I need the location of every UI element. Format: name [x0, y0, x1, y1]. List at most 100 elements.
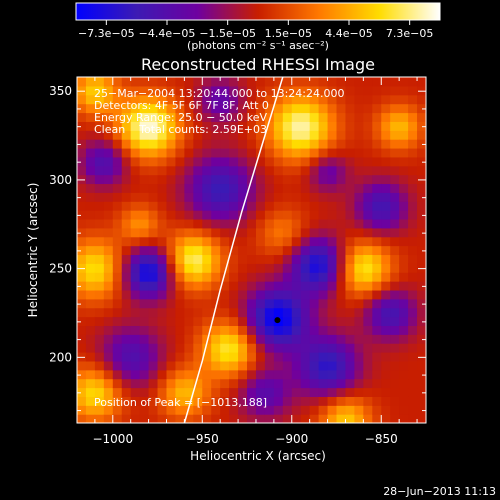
heatmap-cell	[300, 307, 311, 318]
heatmap-cell	[157, 121, 168, 131]
heatmap-cell	[363, 121, 373, 131]
heatmap-cell	[103, 165, 114, 176]
heatmap-cell	[372, 360, 382, 371]
heatmap-cell	[121, 316, 132, 327]
heatmap-cell	[363, 103, 373, 114]
heatmap-cell	[148, 307, 159, 318]
heatmap-cell	[193, 85, 203, 96]
heatmap-cell	[193, 254, 203, 264]
heatmap-cell	[130, 281, 141, 291]
heatmap-cell	[211, 147, 221, 158]
heatmap-cell	[238, 369, 248, 380]
heatmap-cell	[247, 165, 257, 176]
heatmap-cell	[184, 210, 194, 220]
heatmap-cell	[77, 245, 87, 256]
heatmap-cell	[318, 281, 329, 291]
heatmap-cell	[372, 103, 382, 114]
heatmap-cell	[238, 325, 248, 335]
heatmap-cell	[166, 121, 177, 131]
heatmap-cell	[112, 174, 123, 185]
heatmap-cell	[264, 112, 275, 122]
heatmap-cell	[336, 192, 347, 202]
heatmap-cell	[309, 272, 320, 282]
heatmap-cell	[103, 378, 114, 389]
heatmap-cell	[130, 165, 141, 176]
heatmap-cell	[166, 325, 177, 335]
heatmap-cell	[94, 139, 105, 149]
heatmap-cell	[363, 263, 373, 273]
heatmap-cell	[202, 201, 212, 211]
heatmap-cell	[175, 378, 185, 389]
heatmap-cell	[327, 369, 338, 380]
heatmap-cell	[238, 281, 248, 291]
heatmap-cell	[157, 325, 168, 335]
heatmap-cell	[327, 210, 338, 220]
heatmap-cell	[336, 201, 347, 211]
heatmap-cell	[291, 396, 302, 406]
heatmap-cell	[417, 192, 426, 202]
heatmap-cell	[139, 112, 150, 122]
heatmap-cell	[417, 227, 426, 238]
heatmap-cell	[103, 343, 114, 353]
heatmap-cell	[211, 121, 221, 131]
heatmap-cell	[264, 405, 275, 415]
heatmap-cell	[291, 147, 302, 158]
heatmap-cell	[345, 272, 356, 282]
heatmap-cell	[220, 298, 230, 309]
heatmap-cell	[166, 227, 177, 238]
heatmap-cell	[139, 281, 150, 291]
heatmap-cell	[399, 254, 409, 264]
heatmap-cell	[166, 263, 177, 273]
colorbar-tick-label: −1.5e−05	[199, 27, 256, 40]
heatmap-cell	[103, 236, 114, 247]
heatmap-cell	[121, 174, 132, 185]
heatmap-cell	[345, 378, 356, 389]
heatmap-cell	[247, 192, 257, 202]
heatmap-cell	[336, 414, 347, 423]
heatmap-cell	[336, 263, 347, 273]
heatmap-cell	[390, 130, 400, 140]
heatmap-cell	[148, 414, 159, 423]
heatmap-cell	[184, 77, 194, 87]
heatmap-cell	[229, 405, 239, 415]
x-axis-ticks: −1000 −950 −900 −850	[92, 77, 418, 446]
peak-position-label: Position of Peak = [−1013,188]	[94, 396, 267, 409]
heatmap-cell	[112, 236, 123, 247]
heatmap-cell	[255, 316, 266, 327]
heatmap-cell	[211, 85, 221, 96]
heatmap-cell	[77, 139, 87, 149]
heatmap-cell	[130, 121, 141, 131]
heatmap-cell	[139, 85, 150, 96]
heatmap-cell	[282, 334, 293, 344]
heatmap-cell	[345, 165, 356, 176]
heatmap-cell	[291, 334, 302, 344]
heatmap-cell	[211, 272, 221, 282]
heatmap-cell	[77, 210, 87, 220]
heatmap-cell	[363, 139, 373, 149]
heatmap-cell	[184, 352, 194, 362]
heatmap-cell	[309, 245, 320, 256]
heatmap-cell	[300, 254, 311, 264]
heatmap-cell	[157, 112, 168, 122]
heatmap-cell	[121, 156, 132, 167]
heatmap-cell	[139, 316, 150, 327]
heatmap-cell	[77, 298, 87, 309]
heatmap-cell	[121, 298, 132, 309]
heatmap-cell	[381, 77, 391, 87]
heatmap-cell	[247, 405, 257, 415]
heatmap-cell	[309, 192, 320, 202]
heatmap-cell	[184, 245, 194, 256]
heatmap-cell	[166, 396, 177, 406]
heatmap-cell	[291, 343, 302, 353]
heatmap-cell	[291, 130, 302, 140]
heatmap-cell	[255, 307, 266, 318]
heatmap-cell	[220, 147, 230, 158]
heatmap-cell	[291, 289, 302, 300]
heatmap-cell	[372, 130, 382, 140]
heatmap-cell	[390, 218, 400, 229]
heatmap-cell	[166, 387, 177, 397]
heatmap-cell	[121, 218, 132, 229]
heatmap-cell	[399, 218, 409, 229]
heatmap-cell	[318, 94, 329, 105]
heatmap-cell	[157, 414, 168, 423]
